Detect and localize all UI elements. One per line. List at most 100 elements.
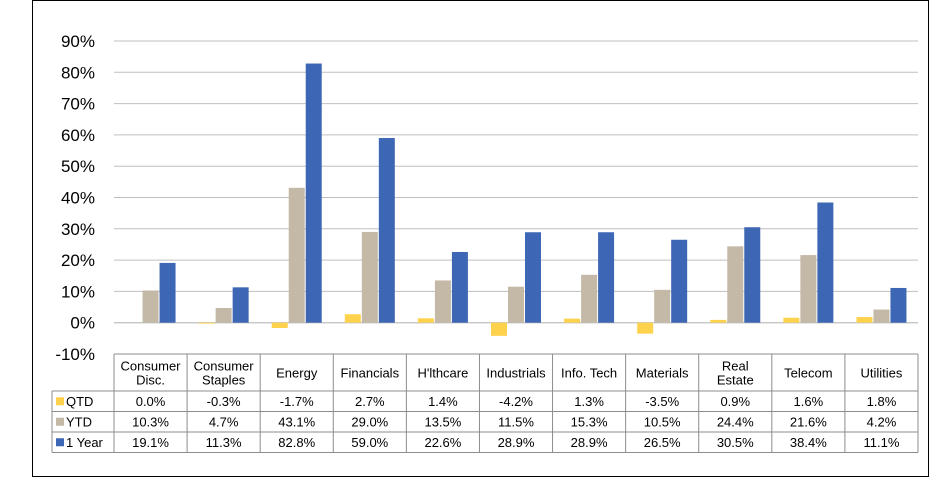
category-label: Telecom [784, 366, 832, 381]
bar-ytd [434, 280, 451, 323]
category-label: Financials [341, 366, 400, 381]
table-cell-value: 0.9% [720, 394, 750, 409]
bar-1-year [232, 287, 249, 323]
bar-ytd [361, 231, 378, 323]
bar-ytd [654, 289, 671, 323]
legend-label: 1 Year [66, 435, 104, 450]
bar-1-year [525, 232, 541, 323]
bar-qtd [564, 318, 581, 323]
bar-ytd [800, 255, 817, 323]
bar-ytd [508, 286, 524, 323]
table-cell-value: 26.5% [644, 435, 681, 450]
category-label: Materials [636, 366, 689, 381]
bar-qtd [417, 318, 434, 323]
bar-1-year [817, 202, 834, 323]
table-cell-value: 19.1% [132, 435, 169, 450]
table-cell-value: 38.4% [790, 435, 827, 450]
bars [125, 63, 907, 336]
category-label: Disc. [136, 373, 165, 388]
table-cell-value: -0.3% [207, 394, 241, 409]
gridlines [114, 40, 918, 324]
bar-1-year [451, 251, 468, 323]
legend-key-1-year [56, 438, 64, 447]
y-tick-label: -10% [55, 345, 95, 364]
category-label: Real [722, 359, 749, 374]
bar-1-year [598, 232, 615, 323]
table-cell-value: 13.5% [424, 414, 461, 429]
legend-key-ytd [56, 417, 64, 426]
table-cell-value: 1.8% [867, 394, 897, 409]
table-cell-value: 11.5% [498, 414, 534, 429]
table-cell-value: -3.5% [645, 394, 679, 409]
table-cell-value: 59.0% [351, 435, 388, 450]
bar-1-year [671, 239, 688, 323]
table-cell-value: 10.5% [644, 414, 681, 429]
category-label: Energy [276, 366, 318, 381]
table-cell-value: 11.1% [864, 435, 900, 450]
table-cell-value: -1.7% [280, 394, 314, 409]
category-label: Staples [202, 373, 246, 388]
category-label: Utilities [861, 366, 903, 381]
category-label: Estate [717, 373, 754, 388]
table-cell-value: 43.1% [278, 414, 315, 429]
y-tick-label: 0% [70, 314, 95, 333]
table-cell-value: 28.9% [571, 435, 608, 450]
table-cell-value: 82.8% [278, 435, 315, 450]
bar-qtd [783, 317, 800, 323]
table-cell-value: 21.6% [790, 414, 827, 429]
legend-key-qtd [56, 397, 64, 406]
y-tick-label: 90% [61, 32, 95, 51]
table-cell-value: 0.0% [136, 394, 166, 409]
category-label: Consumer [121, 359, 182, 374]
table-cell-value: 24.4% [717, 414, 754, 429]
table-cell-value: 1.3% [574, 394, 604, 409]
table-cell-value: 4.2% [867, 414, 897, 429]
legend-label: YTD [66, 414, 92, 429]
bar-1-year [305, 63, 322, 323]
bar-1-year [744, 227, 761, 323]
bar-qtd [344, 314, 361, 323]
y-tick-label: 70% [61, 95, 95, 114]
table-cell-value: 2.7% [355, 394, 385, 409]
chart-frame [32, 0, 929, 477]
y-tick-label: 30% [61, 220, 95, 239]
bar-qtd [856, 317, 873, 323]
bar-ytd [215, 307, 232, 323]
bar-1-year [378, 138, 395, 323]
bar-ytd [581, 274, 598, 323]
bar-ytd [727, 246, 744, 323]
bar-1-year [890, 287, 907, 323]
bar-qtd [637, 322, 654, 334]
table-cell-value: 10.3% [132, 414, 169, 429]
table-cell-value: 1.6% [794, 394, 824, 409]
bar-qtd [710, 319, 727, 323]
table-cell-value: 30.5% [717, 435, 754, 450]
legend-label: QTD [66, 394, 93, 409]
bar-ytd [873, 309, 890, 323]
bar-ytd [142, 290, 159, 323]
table-cell-value: 22.6% [424, 435, 461, 450]
table-cell-value: 29.0% [351, 414, 388, 429]
y-tick-label: 50% [61, 157, 95, 176]
y-tick-label: 60% [61, 126, 95, 145]
bar-qtd [491, 322, 507, 336]
table-cell-value: 28.9% [498, 435, 535, 450]
bar-ytd [288, 187, 305, 323]
category-label: Info. Tech [561, 366, 617, 381]
category-label: Industrials [486, 366, 546, 381]
y-tick-label: 80% [61, 63, 95, 82]
bar-qtd [198, 322, 215, 324]
table-cell-value: -4.2% [499, 394, 533, 409]
table-cell-value: 11.3% [206, 435, 242, 450]
category-label: H'lthcare [417, 366, 468, 381]
y-tick-label: 20% [61, 251, 95, 270]
table-cell-value: 1.4% [428, 394, 458, 409]
bar-1-year [159, 262, 176, 323]
y-tick-label: 10% [61, 282, 95, 301]
bar-qtd [271, 322, 288, 329]
table-cell-value: 4.7% [209, 414, 239, 429]
y-tick-label: 40% [61, 189, 95, 208]
table-cell-value: 15.3% [571, 414, 608, 429]
